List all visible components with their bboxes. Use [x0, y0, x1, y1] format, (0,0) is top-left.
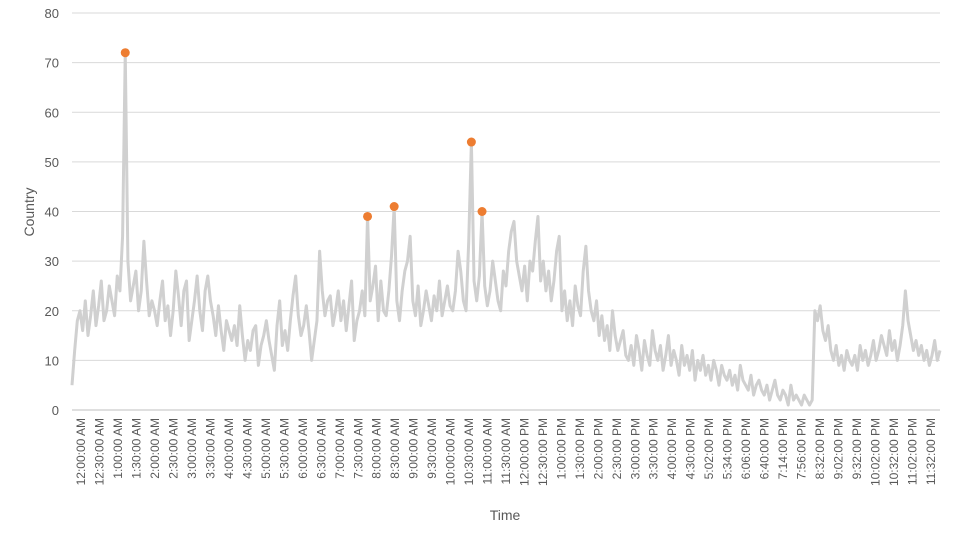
x-tick-label: 3:00:00 AM — [185, 418, 199, 479]
x-tick-label: 4:00:00 PM — [665, 418, 679, 479]
y-tick-label: 50 — [45, 155, 59, 170]
x-tick-label: 1:00:00 AM — [111, 418, 125, 479]
y-tick-label: 80 — [45, 6, 59, 21]
x-tick-label: 7:30:00 AM — [351, 418, 365, 479]
x-axis-label: Time — [490, 507, 521, 523]
x-tick-label: 11:30:00 AM — [499, 418, 513, 485]
highlight-point-2 — [389, 202, 399, 212]
x-tick-label: 7:00:00 AM — [333, 418, 347, 479]
x-tick-label: 12:00:00 AM — [74, 418, 88, 485]
x-tick-label: 2:30:00 PM — [610, 418, 624, 479]
x-tick-label: 3:30:00 PM — [647, 418, 661, 479]
x-tick-label: 6:40:00 PM — [758, 418, 772, 479]
x-tick-label: 11:32:00 PM — [924, 418, 938, 485]
series-line-0 — [70, 51, 942, 407]
x-tick-label: 2:00:00 PM — [591, 418, 605, 479]
x-tick-label: 10:00:00 AM — [444, 418, 458, 485]
x-tick-label: 5:30:00 AM — [277, 418, 291, 479]
x-tick-label: 9:32:00 PM — [850, 418, 864, 479]
y-axis-label: Country — [21, 187, 37, 236]
x-tick-label: 6:00:00 AM — [296, 418, 310, 479]
x-tick-label: 10:30:00 AM — [462, 418, 476, 485]
x-tick-label: 2:00:00 AM — [148, 418, 162, 479]
y-tick-label: 0 — [52, 403, 59, 418]
y-tick-label: 10 — [45, 353, 59, 368]
x-tick-label: 5:02:00 PM — [702, 418, 716, 479]
x-tick-label: 3:00:00 PM — [628, 418, 642, 479]
x-tick-label: 4:30:00 AM — [240, 418, 254, 479]
y-tick-label: 40 — [45, 205, 59, 220]
x-tick-label: 9:00:00 AM — [407, 418, 421, 479]
x-tick-label: 7:56:00 PM — [794, 418, 808, 479]
x-tick-label: 12:30:00 PM — [536, 418, 550, 486]
x-tick-label: 3:30:00 AM — [204, 418, 218, 479]
highlight-point-0 — [120, 48, 130, 58]
x-tick-label: 6:30:00 AM — [314, 418, 328, 479]
y-tick-label: 30 — [45, 254, 59, 269]
x-tick-label: 5:34:00 PM — [721, 418, 735, 479]
x-tick-label: 9:30:00 AM — [425, 418, 439, 479]
x-tick-label: 12:30:00 AM — [93, 418, 107, 485]
x-tick-label: 7:14:00 PM — [776, 418, 790, 479]
x-tick-label: 10:02:00 PM — [868, 418, 882, 486]
highlight-point-4 — [477, 207, 487, 216]
y-axis-ticks: 0 10 20 30 40 50 60 70 80 — [45, 6, 59, 418]
x-tick-label: 11:02:00 PM — [905, 418, 919, 485]
gridlines — [72, 12, 940, 411]
x-tick-label: 4:30:00 PM — [684, 418, 698, 479]
x-tick-label: 1:00:00 PM — [554, 418, 568, 479]
x-tick-label: 11:00:00 AM — [481, 418, 495, 485]
x-tick-label: 12:00:00 PM — [517, 418, 531, 486]
highlight-points — [120, 48, 487, 221]
x-tick-label: 8:32:00 PM — [813, 418, 827, 479]
y-tick-label: 20 — [45, 304, 59, 319]
x-tick-label: 2:30:00 AM — [167, 418, 181, 479]
x-tick-label: 1:30:00 AM — [130, 418, 144, 479]
x-tick-label: 9:02:00 PM — [831, 418, 845, 479]
x-tick-label: 8:30:00 AM — [388, 418, 402, 479]
series-layer — [70, 51, 942, 407]
x-tick-label: 8:00:00 AM — [370, 418, 384, 479]
highlight-point-3 — [466, 137, 476, 147]
y-tick-label: 60 — [45, 105, 59, 120]
highlight-point-1 — [363, 211, 373, 221]
x-tick-label: 4:00:00 AM — [222, 418, 236, 479]
x-axis-ticks: 12:00:00 AM 12:30:00 AM 1:00:00 AM 1:30:00 … — [74, 418, 938, 486]
x-tick-label: 1:30:00 PM — [573, 418, 587, 479]
y-tick-label: 70 — [45, 56, 59, 71]
x-tick-label: 10:32:00 PM — [887, 418, 901, 486]
x-tick-label: 6:06:00 PM — [739, 418, 753, 479]
x-tick-label: 5:00:00 AM — [259, 418, 273, 479]
